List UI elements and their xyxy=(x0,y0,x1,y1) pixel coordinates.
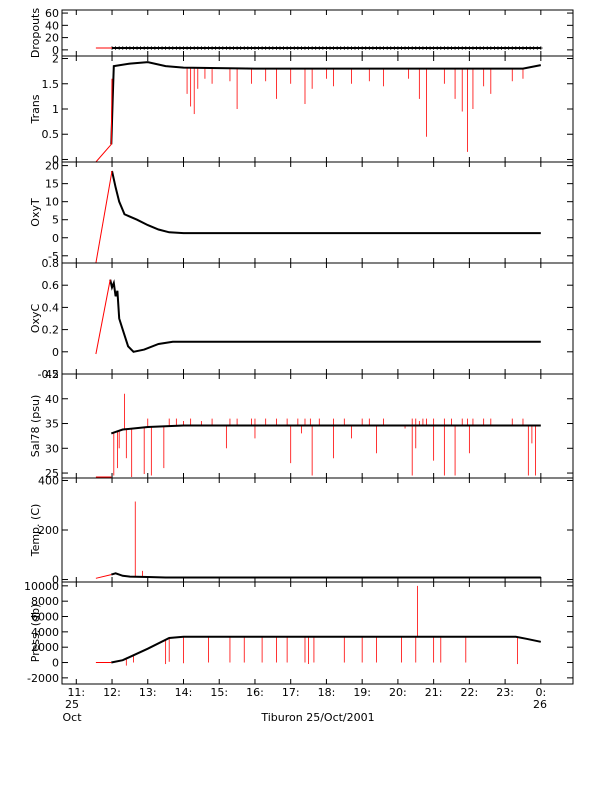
series-main xyxy=(111,635,542,664)
y-tick-label: 35 xyxy=(45,418,59,431)
series-red xyxy=(95,78,113,162)
panel-frame xyxy=(61,581,574,685)
series-red xyxy=(95,279,111,355)
x-tick-label: 12: xyxy=(103,686,121,699)
y-tick-label: 6000 xyxy=(31,611,59,624)
panel-6: 0 200 400 Temp. (C) xyxy=(29,474,574,587)
y-tick-label: 400 xyxy=(38,474,59,487)
y-tick-label: 0 xyxy=(52,346,59,359)
x-tick-label: 22: xyxy=(461,686,479,699)
x-tick-label: 21: xyxy=(425,686,443,699)
series-main xyxy=(111,170,541,235)
y-tick-label: 20 xyxy=(45,160,59,173)
y-axis-label: OxyC xyxy=(29,304,42,334)
x-tick-label: 17: xyxy=(282,686,300,699)
x-axis-label: Tiburon 25/Oct/2001 xyxy=(260,711,374,724)
x-tick-label: 13: xyxy=(139,686,157,699)
series-main xyxy=(109,279,541,353)
y-axis-label: Sal78 (psu) xyxy=(29,395,42,458)
y-tick-label: 10 xyxy=(45,196,59,209)
y-tick-label: -2000 xyxy=(27,672,59,685)
y-axis-label: Trans xyxy=(29,94,42,124)
y-tick-label: 0 xyxy=(52,574,59,587)
panel-content xyxy=(95,61,541,162)
panel-3: -5 0 5 10 15 20 OxyT xyxy=(29,160,574,264)
y-tick-label: 0 xyxy=(52,153,59,166)
y-tick-label: 0.8 xyxy=(42,257,60,270)
panel-frame xyxy=(61,161,574,264)
y-tick-label: 5 xyxy=(52,214,59,227)
y-tick-label: 1.5 xyxy=(42,78,60,91)
y-tick-label: 0 xyxy=(52,44,59,57)
y-tick-label: 60 xyxy=(45,7,59,20)
x-tick-label: 19: xyxy=(353,686,371,699)
panel-content xyxy=(95,393,541,478)
panel-content xyxy=(95,279,541,355)
y-tick-label: 200 xyxy=(38,524,59,537)
panel-7: -2000 0 2000 4000 6000 8000 10000 Press. (db) 11… xyxy=(24,580,574,699)
x-tick-label: 0: xyxy=(535,686,546,699)
x-tick-label: 20: xyxy=(389,686,407,699)
x-tick-label: 15: xyxy=(210,686,228,699)
x-axis: 25 Oct 26 Tiburon 25/Oct/2001 xyxy=(62,698,547,724)
y-tick-label: 30 xyxy=(45,442,59,455)
panel-frame xyxy=(61,55,574,163)
panel-content xyxy=(95,501,541,579)
y-tick-label: 8000 xyxy=(31,595,59,608)
y-tick-label: 2000 xyxy=(31,641,59,654)
x-date-month-left: Oct xyxy=(62,711,82,724)
y-tick-label: 0.5 xyxy=(42,128,60,141)
x-tick-label: 16: xyxy=(246,686,264,699)
y-tick-label: 0.6 xyxy=(42,279,60,292)
panel-frame xyxy=(61,477,574,583)
series-red xyxy=(95,170,113,263)
panel-content xyxy=(95,170,541,263)
y-axis-label: OxyT xyxy=(29,198,42,227)
y-tick-label: 25 xyxy=(45,467,59,480)
y-axis-label: Press. (db) xyxy=(29,604,42,663)
series-main xyxy=(111,572,541,579)
x-tick-label: 11: xyxy=(67,686,85,699)
panel-content xyxy=(95,585,542,666)
y-tick-label: 45 xyxy=(45,368,59,381)
panel-frame xyxy=(61,9,574,57)
y-tick-label: -0.2 xyxy=(38,368,59,381)
y-tick-label: 40 xyxy=(45,19,59,32)
y-tick-label: 0 xyxy=(52,657,59,670)
x-tick-label: 18: xyxy=(318,686,336,699)
panel-5: 25 30 35 40 45 Sal78 (psu) xyxy=(29,368,574,480)
y-tick-label: 4000 xyxy=(31,626,59,639)
y-tick-label: 20 xyxy=(45,32,59,45)
panel-frame xyxy=(61,262,574,375)
series-red xyxy=(95,574,112,579)
panels: 0204060Dropouts00.511.52Trans-505101520O… xyxy=(24,7,574,699)
y-tick-label: 15 xyxy=(45,178,59,191)
y-tick-label: 1 xyxy=(52,103,59,116)
y-tick-label: 40 xyxy=(45,393,59,406)
series-main xyxy=(110,424,541,435)
y-tick-label: 0 xyxy=(52,232,59,245)
x-date-day-right: 26 xyxy=(533,698,547,711)
y-tick-label: 10000 xyxy=(24,580,59,593)
series-main xyxy=(110,61,541,145)
panel-2: 0 0.5 1 1.5 2 Trans xyxy=(29,53,574,166)
y-axis-label: Temp. (C) xyxy=(29,504,42,558)
y-tick-label: 2 xyxy=(52,53,59,66)
x-tick-label: 23: xyxy=(496,686,514,699)
series-markers xyxy=(110,46,543,50)
y-tick-label: 0.2 xyxy=(42,324,60,337)
y-axis-label: Dropouts xyxy=(29,8,42,58)
y-tick-label: 0.4 xyxy=(42,301,60,314)
panel-content xyxy=(95,46,543,50)
x-date-day-left: 25 xyxy=(65,698,79,711)
panel-4: -0.2 0 0.2 0.4 0.6 0.8 OxyC xyxy=(29,257,574,381)
y-tick-label: -5 xyxy=(48,250,59,263)
x-tick-label: 14: xyxy=(175,686,193,699)
